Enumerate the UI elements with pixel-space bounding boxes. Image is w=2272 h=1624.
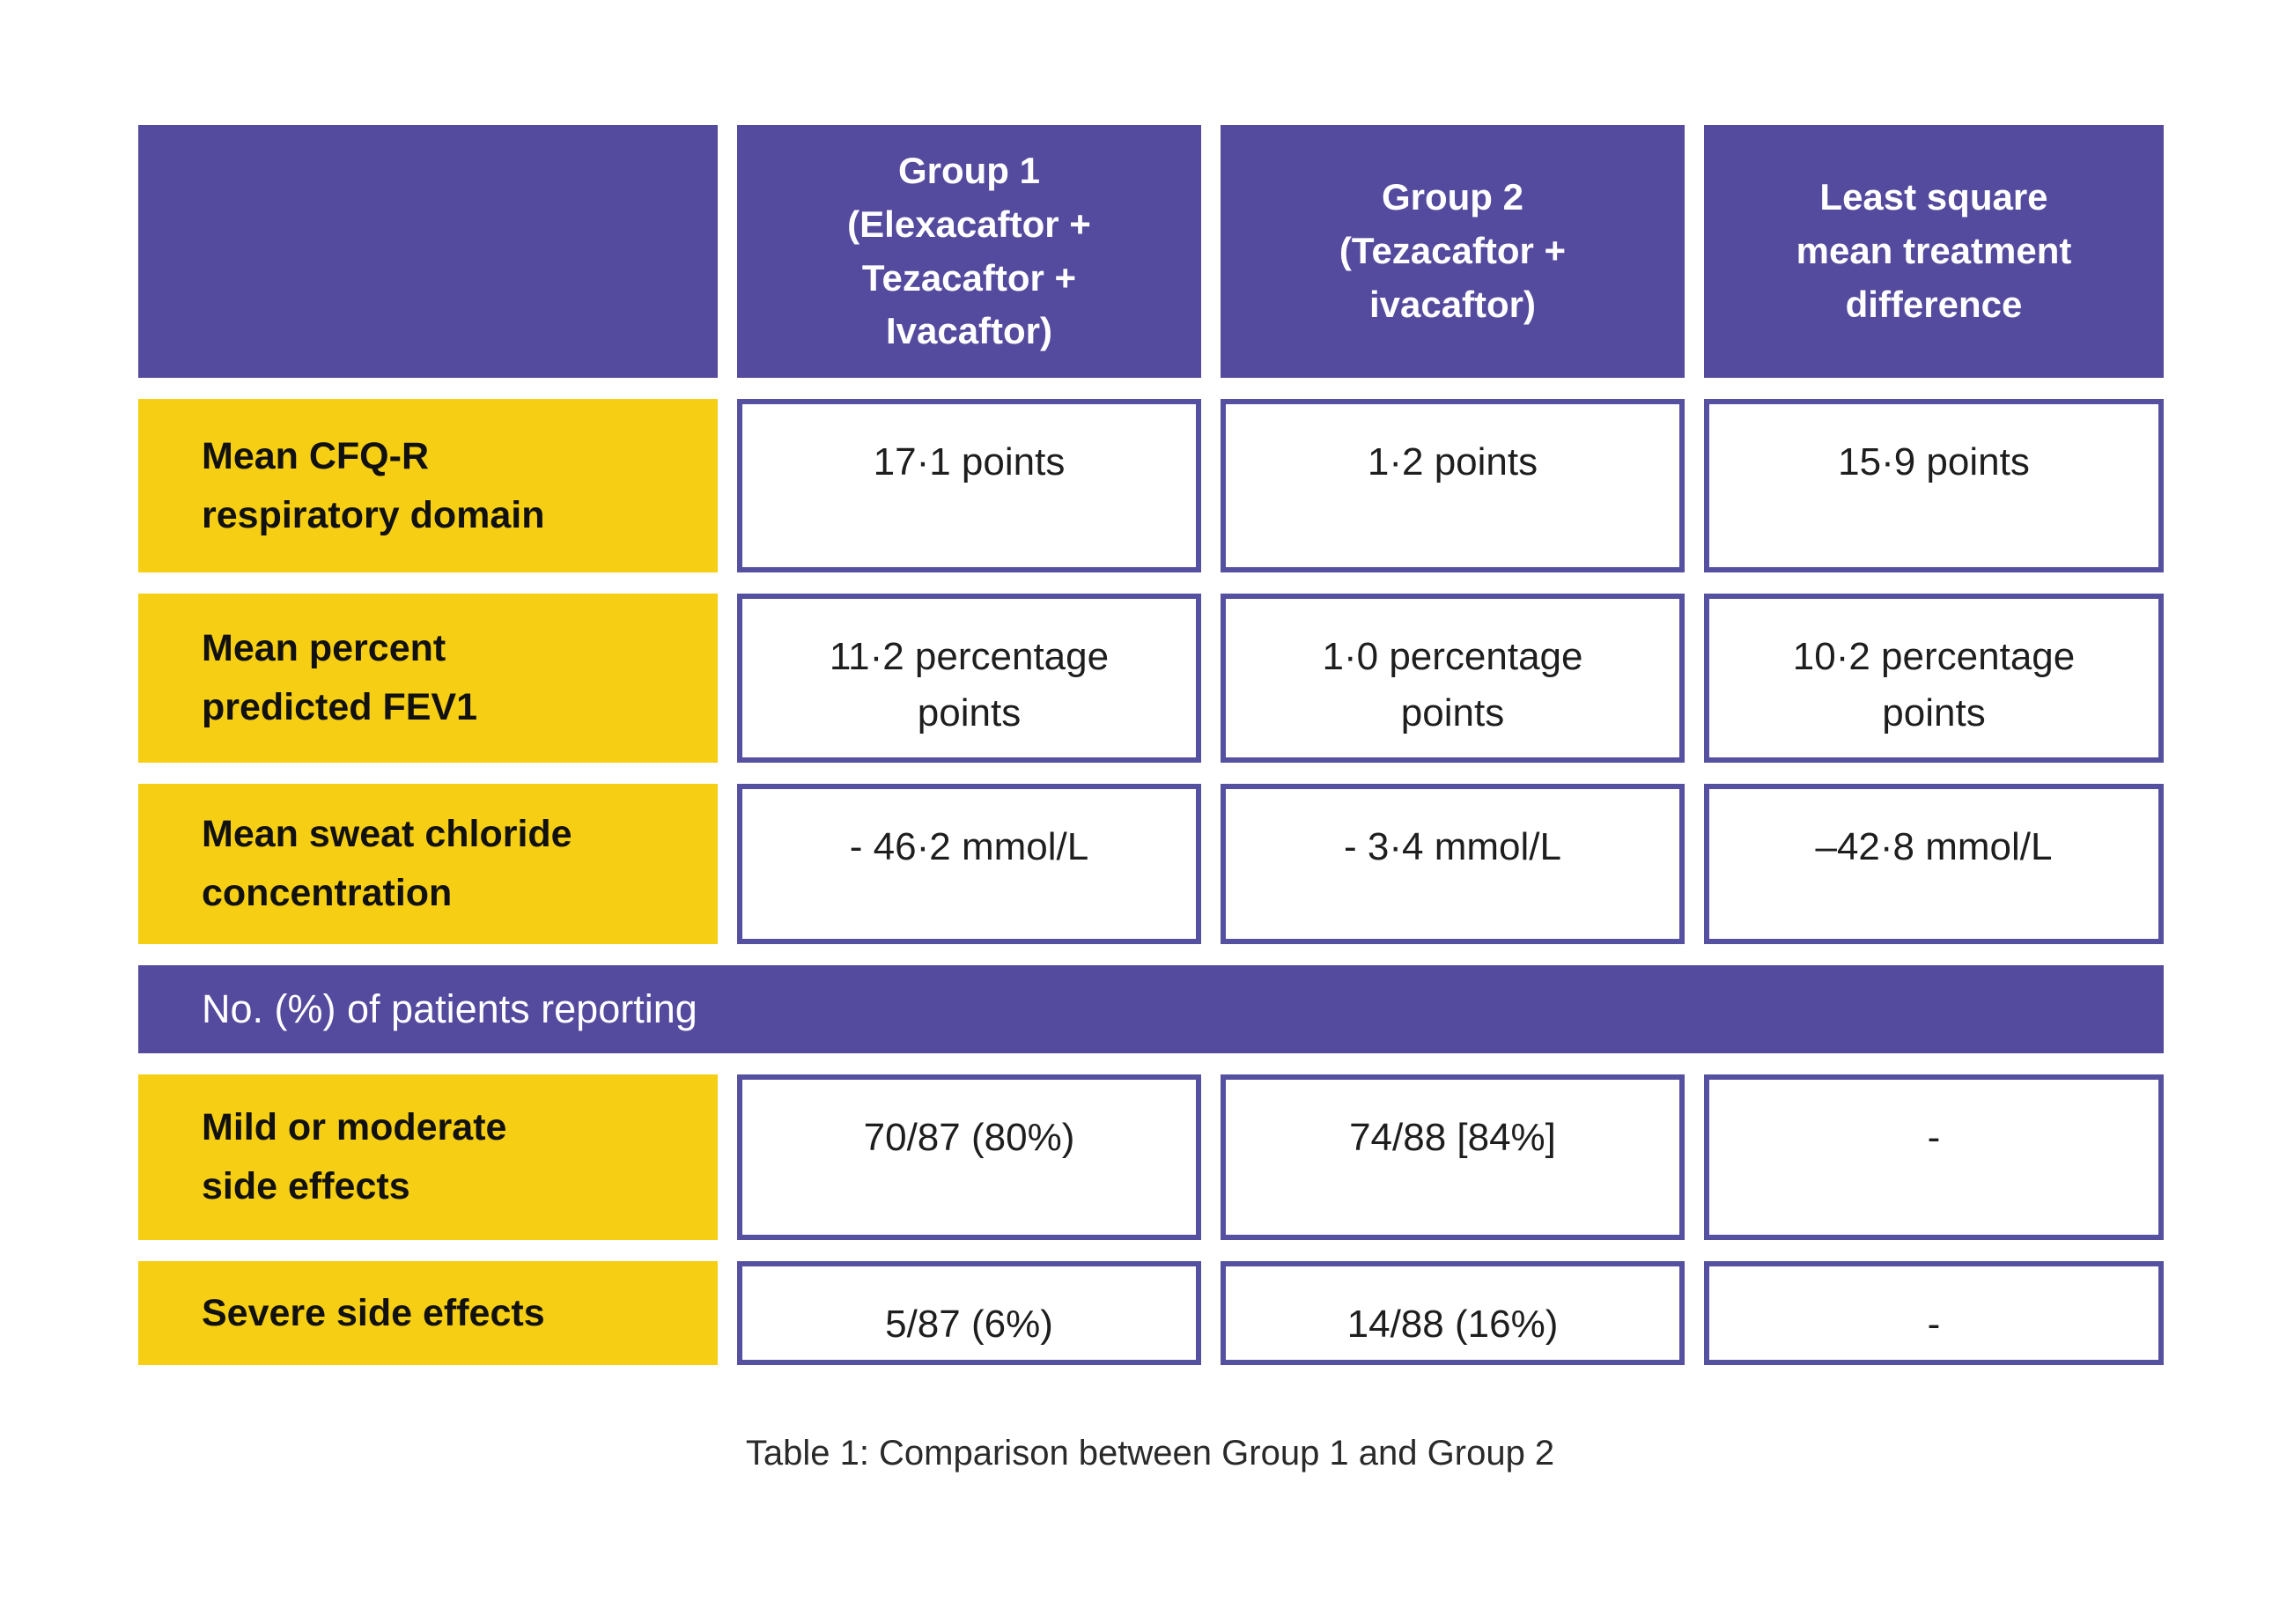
sweat-chloride-group2-value: - 3·4 mmol/L (1221, 784, 1685, 944)
severe-lsmd-value: - (1704, 1261, 2164, 1365)
column-header-group1: Group 1 (Elexacaftor + Tezacaftor + Ivac… (737, 125, 1201, 378)
column-header-lsmd: Least square mean treatment difference (1704, 125, 2164, 378)
header-empty-cell (138, 125, 718, 378)
mild-moderate-group2-value: 74/88 [84%] (1221, 1074, 1685, 1240)
cfqr-lsmd-value: 15·9 points (1704, 399, 2164, 572)
mild-moderate-lsmd-value: - (1704, 1074, 2164, 1240)
table-caption: Table 1: Comparison between Group 1 and … (745, 1434, 1555, 1473)
row-label-mild-moderate: Mild or moderate side effects (138, 1074, 718, 1240)
row-label-fev1: Mean percent predicted FEV1 (138, 594, 718, 763)
section-header-patients-reporting: No. (%) of patients reporting (138, 965, 2164, 1053)
cfqr-group2-value: 1·2 points (1221, 399, 1685, 572)
fev1-lsmd-value: 10·2 percentage points (1704, 594, 2164, 763)
row-label-sweat-chloride: Mean sweat chloride concentration (138, 784, 718, 944)
fev1-group1-value: 11·2 percentage points (737, 594, 1201, 763)
row-label-cfqr: Mean CFQ-R respiratory domain (138, 399, 718, 572)
column-header-group2: Group 2 (Tezacaftor + ivacaftor) (1221, 125, 1685, 378)
mild-moderate-group1-value: 70/87 (80%) (737, 1074, 1201, 1240)
sweat-chloride-lsmd-value: –42·8 mmol/L (1704, 784, 2164, 944)
table-grid: Group 1 (Elexacaftor + Tezacaftor + Ivac… (138, 125, 2164, 1365)
row-label-severe: Severe side effects (138, 1261, 718, 1365)
severe-group2-value: 14/88 (16%) (1221, 1261, 1685, 1365)
severe-group1-value: 5/87 (6%) (737, 1261, 1201, 1365)
cfqr-group1-value: 17·1 points (737, 399, 1201, 572)
sweat-chloride-group1-value: - 46·2 mmol/L (737, 784, 1201, 944)
comparison-table: Group 1 (Elexacaftor + Tezacaftor + Ivac… (138, 125, 2164, 1473)
fev1-group2-value: 1·0 percentage points (1221, 594, 1685, 763)
